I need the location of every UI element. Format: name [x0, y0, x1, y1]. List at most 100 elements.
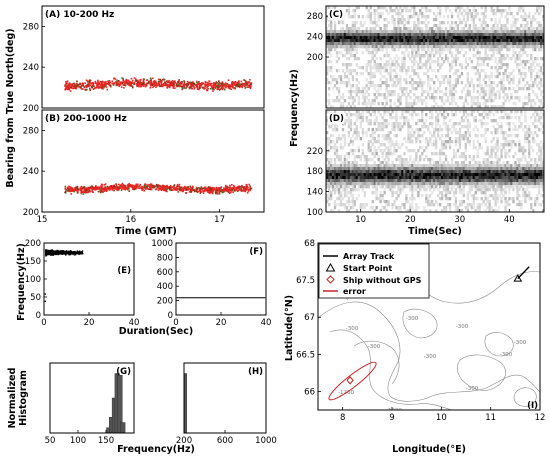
bearing-point — [66, 80, 69, 83]
bearing-point — [214, 82, 217, 85]
spectrogram-cell — [343, 110, 347, 114]
spectrogram-cell — [494, 36, 497, 40]
spectrogram-cell — [419, 128, 422, 132]
spectrogram-cell — [468, 27, 471, 31]
bearing-point — [84, 188, 87, 191]
spectrogram-cell — [355, 6, 358, 10]
spectrogram-cell — [383, 96, 386, 100]
spectrogram-cell — [383, 137, 386, 141]
spectrogram-cell — [343, 30, 347, 34]
spectrogram-cell — [429, 176, 432, 180]
spectrogram-cell — [326, 27, 329, 31]
spectrogram-cell — [492, 90, 495, 94]
bearing-point — [144, 183, 147, 186]
spectrogram-cell — [361, 176, 364, 180]
spectrogram-cell — [343, 179, 347, 183]
spectrogram-cell — [341, 27, 345, 31]
spectrogram-cell — [466, 81, 469, 85]
spectrogram-cell — [385, 87, 388, 91]
bearing-point — [113, 189, 115, 192]
spectrogram-cell — [490, 57, 493, 61]
spectrogram-cell — [440, 99, 444, 103]
spectrogram-cell — [373, 140, 376, 144]
spectrogram-cell — [393, 122, 396, 126]
spectrogram-cell — [444, 87, 448, 91]
bearing-point — [80, 87, 82, 89]
bearing-point — [109, 84, 112, 87]
bearing-point — [148, 183, 151, 186]
spectrogram-cell — [476, 27, 479, 31]
spectrogram-cell — [482, 87, 485, 91]
spectrogram-cell — [542, 72, 544, 76]
spectrogram-cell — [391, 90, 394, 94]
bearing-point — [128, 187, 130, 190]
spectrogram-cell — [472, 99, 475, 103]
spectrogram-cell — [482, 90, 485, 94]
spectrogram-cell — [389, 45, 392, 49]
bearing-point — [66, 188, 69, 190]
spectrogram-cell — [389, 57, 392, 61]
spectrogram-cell — [482, 36, 485, 40]
spectrogram-cell — [393, 21, 396, 25]
spectrogram-cell — [504, 33, 507, 37]
spectrogram-cell — [444, 54, 448, 58]
spectrogram-cell — [383, 191, 386, 195]
spectrogram-cell — [452, 60, 456, 64]
spectrogram-cell — [476, 69, 479, 73]
spectrogram-cell — [351, 39, 355, 43]
spectrogram-cell — [389, 179, 392, 183]
spectrogram-cell — [514, 96, 517, 100]
spectrogram-cell — [399, 75, 402, 79]
bearing-point — [138, 187, 140, 189]
spectrogram-cell — [393, 102, 396, 106]
spectrogram-cell — [488, 78, 491, 82]
bearing-point — [162, 186, 165, 189]
spectrogram-cell — [460, 45, 464, 49]
bearing-point — [191, 185, 194, 188]
spectrogram-cell — [407, 122, 410, 126]
bearing-point — [223, 87, 225, 89]
spectrogram-cell — [361, 188, 364, 192]
spectrogram-cell — [405, 209, 408, 212]
spectrogram-cell — [524, 27, 527, 31]
bearing-point — [241, 85, 243, 87]
spectrogram-cell — [387, 93, 390, 97]
spectrogram-cell — [333, 167, 337, 171]
spectrogram-cell — [423, 54, 426, 58]
spectrogram-cell — [425, 45, 428, 49]
bearing-point — [138, 81, 140, 84]
spectrogram-cell — [518, 54, 521, 58]
bearing-point — [113, 187, 115, 190]
spectrogram-cell — [349, 113, 353, 117]
bearing-point — [175, 84, 178, 87]
spectrogram-cell — [492, 33, 495, 37]
spectrogram-cell — [413, 102, 416, 106]
bearing-point — [127, 79, 129, 82]
spectrogram-cell — [516, 18, 519, 22]
spectrogram-cell — [403, 176, 406, 180]
spectrogram-cell — [371, 110, 374, 114]
spectrogram-cell — [538, 33, 541, 37]
spectrogram-cell — [409, 155, 412, 159]
bearing-point — [196, 88, 199, 90]
spectrogram-cell — [355, 90, 358, 94]
spectrogram-cell — [409, 179, 412, 183]
spectrogram-cell — [328, 45, 331, 49]
spectrogram-cell — [442, 60, 446, 64]
spectrogram-cell — [510, 45, 513, 49]
spectrogram-cell — [363, 155, 366, 159]
spectrogram-cell — [353, 203, 356, 207]
spectrogram-cell — [520, 87, 523, 91]
spectrogram-cell — [328, 69, 331, 73]
spectrogram-cell — [411, 167, 414, 171]
spectrogram-cell — [371, 173, 374, 177]
spectrogram-cell — [488, 99, 491, 103]
bearing-point — [138, 85, 140, 88]
spectrogram-cell — [353, 185, 356, 189]
spectrogram-cell — [442, 48, 446, 52]
spectrogram-cell — [512, 30, 515, 34]
spectrogram-cell — [415, 155, 418, 159]
spectrogram-cell — [490, 96, 493, 100]
spectrogram-cell — [538, 12, 541, 16]
bearing-point — [92, 188, 95, 190]
